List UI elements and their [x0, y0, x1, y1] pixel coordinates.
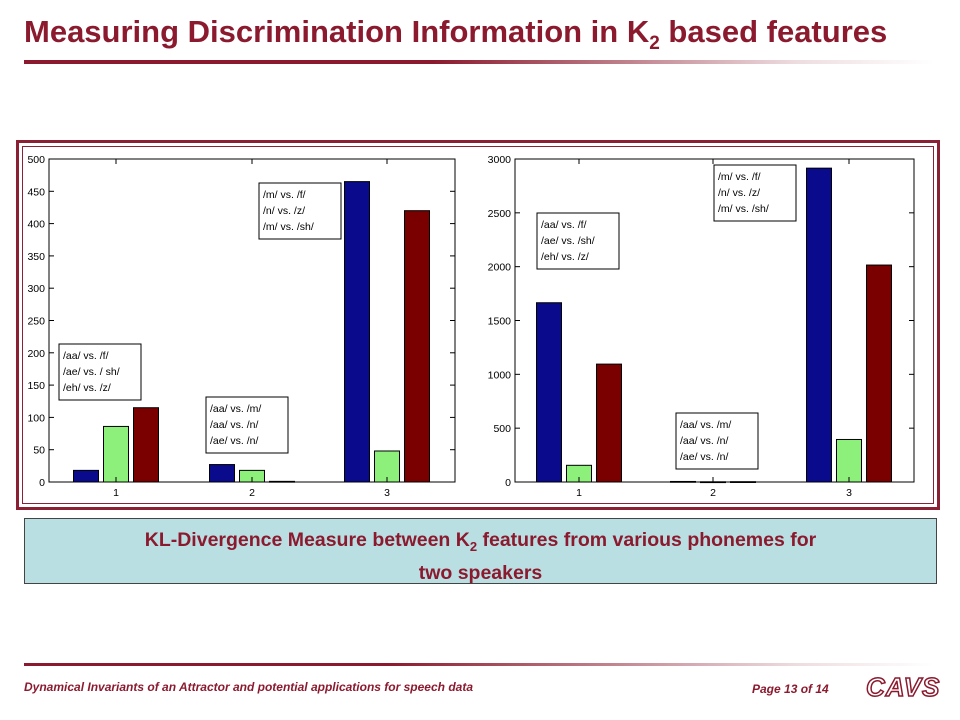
annotation-text: /ae/ vs. /n/	[210, 435, 259, 447]
x-tick-label: 3	[384, 487, 390, 499]
annotation-text: /aa/ vs. /n/	[210, 419, 259, 431]
bar-charts: 0 50 100 150 200 250 300 350 400 450 500 1 2 3/aa/ vs…	[27, 154, 915, 499]
y-tick-label: 2000	[488, 262, 512, 274]
y-tick-label: 400	[27, 219, 45, 231]
annotation-text: /m/ vs. /f/	[263, 189, 306, 201]
chart-2: 0 500 1000 1500 2000 2500 3000 1 2 3/aa/ vs. /f/ /…	[488, 154, 915, 499]
bar	[344, 181, 370, 483]
y-tick-label: 1000	[488, 369, 512, 381]
y-tick-label: 1500	[488, 316, 512, 328]
annotation-box	[536, 212, 620, 270]
footer-divider	[24, 663, 934, 666]
title-tail: based features	[659, 14, 888, 49]
chart-1: 0 50 100 150 200 250 300 350 400 450 500 1 2 3/aa/ vs…	[27, 154, 456, 499]
annotation-text: /ae/ vs. /n/	[680, 451, 729, 463]
y-tick-label: 200	[27, 348, 45, 360]
y-tick-label: 3000	[488, 154, 512, 166]
bar	[596, 363, 622, 483]
bar	[806, 167, 832, 483]
y-tick-label: 500	[27, 154, 45, 166]
annotation-box	[58, 343, 142, 401]
title-divider	[24, 60, 934, 64]
y-tick-label: 100	[27, 412, 45, 424]
bar	[866, 264, 892, 483]
title-main: Measuring Discrimination Information in …	[24, 14, 650, 49]
y-tick-label: 350	[27, 251, 45, 263]
annotation-text: /n/ vs. /z/	[263, 205, 305, 217]
annotation-text: /m/ vs. /sh/	[263, 221, 314, 233]
annotation-text: /aa/ vs. /f/	[63, 350, 109, 362]
y-tick-label: 0	[39, 477, 45, 489]
y-tick-label: 450	[27, 186, 45, 198]
annotation-box	[205, 396, 289, 454]
bar	[404, 210, 430, 483]
bar	[103, 425, 129, 483]
cavs-logo: CAVS	[865, 671, 941, 703]
y-tick-label: 50	[33, 445, 45, 457]
bar	[133, 407, 159, 483]
annotation-text: /aa/ vs. /m/	[680, 419, 731, 431]
chart-frame: 0 50 100 150 200 250 300 350 400 450 500 1 2 3/aa/ vs…	[16, 140, 940, 510]
title-subscript: 2	[649, 33, 660, 55]
x-tick-label: 2	[249, 487, 255, 499]
bar	[73, 469, 99, 483]
annotation-text: /m/ vs. /sh/	[718, 203, 769, 215]
annotation-text: /aa/ vs. /m/	[210, 403, 261, 415]
y-tick-label: 500	[493, 423, 511, 435]
annotation-text: /n/ vs. /z/	[718, 187, 760, 199]
caption-subscript: 2	[469, 538, 478, 554]
footer-presentation-title: Dynamical Invariants of an Attractor and…	[24, 680, 473, 694]
bar	[209, 464, 235, 483]
annotation-text: /ae/ vs. /sh/	[541, 235, 595, 247]
slide-title: Measuring Discrimination Information in …	[24, 14, 887, 55]
bar	[836, 438, 862, 483]
annotation-text: /eh/ vs. /z/	[541, 251, 589, 263]
y-tick-label: 0	[505, 477, 511, 489]
annotation-text: /m/ vs. /f/	[718, 171, 761, 183]
annotation-box	[258, 182, 342, 240]
annotation-text: /ae/ vs. / sh/	[63, 366, 120, 378]
annotation-text: /aa/ vs. /f/	[541, 219, 587, 231]
y-tick-label: 2500	[488, 208, 512, 220]
caption-line-2: two speakers	[418, 561, 543, 584]
annotation-text: /eh/ vs. /z/	[63, 382, 111, 394]
caption-box: KL-Divergence Measure between K2 feature…	[24, 518, 937, 584]
annotation-box	[675, 412, 759, 470]
bar	[536, 302, 562, 483]
y-tick-label: 300	[27, 283, 45, 295]
annotation-box	[713, 164, 797, 222]
y-tick-label: 250	[27, 316, 45, 328]
annotation-text: /aa/ vs. /n/	[680, 435, 729, 447]
page-number: Page 13 of 14	[752, 682, 829, 696]
y-tick-label: 150	[27, 380, 45, 392]
x-tick-label: 1	[576, 487, 582, 499]
x-tick-label: 3	[846, 487, 852, 499]
x-tick-label: 2	[710, 487, 716, 499]
x-tick-label: 1	[113, 487, 119, 499]
caption-text-b: features from various phonemes for	[477, 529, 817, 551]
caption-text-a: KL-Divergence Measure between K	[144, 529, 470, 551]
bar	[374, 450, 400, 483]
